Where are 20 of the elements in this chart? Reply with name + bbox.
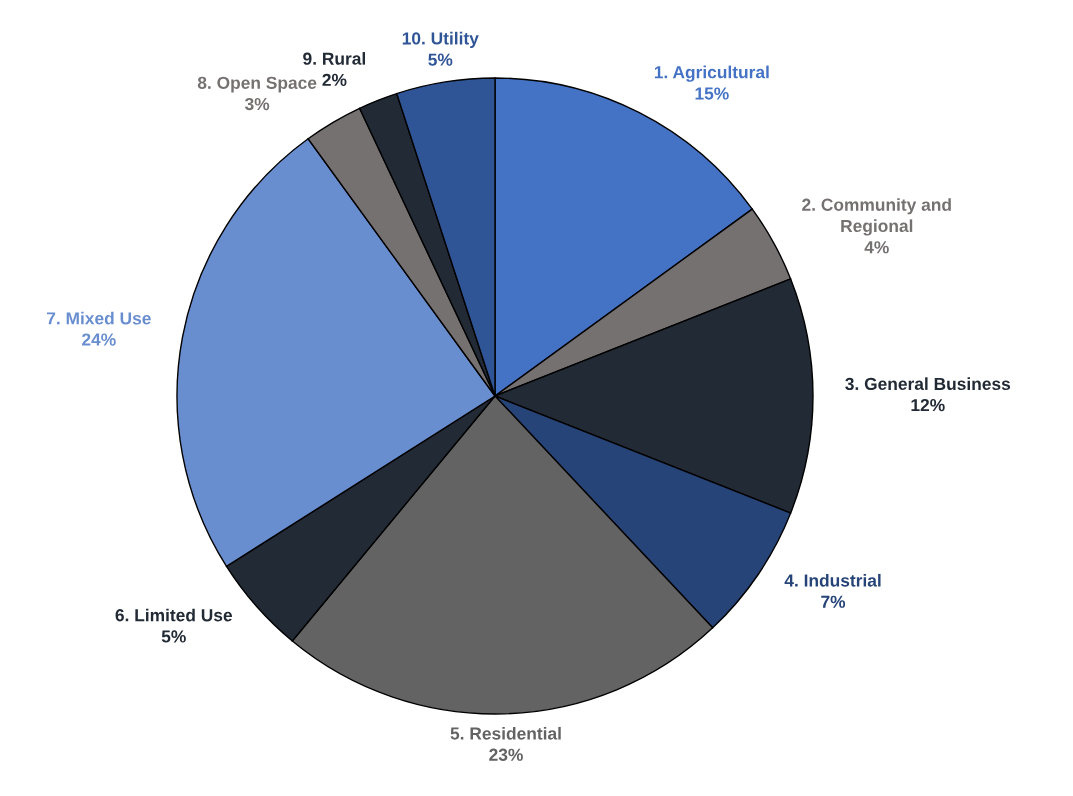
slice-label: 6. Limited Use <box>115 608 233 622</box>
slice-label: 3. General Business <box>845 377 1011 391</box>
slice-label: 9. Rural <box>303 52 365 65</box>
data-label: 2% <box>322 73 347 86</box>
slice-label: 8. Open Space <box>197 76 317 93</box>
data-label: 3% <box>244 97 270 111</box>
slice-label: 7. Mixed Use <box>46 311 151 325</box>
slice-label: 1. Agricultural <box>654 65 769 82</box>
data-label: 7% <box>821 595 846 608</box>
slice-label: 10. Utility <box>402 31 479 48</box>
slice-label: 4. Industrial <box>784 573 881 587</box>
slice-label: 5. Residential <box>450 726 561 740</box>
data-label: 5% <box>428 53 453 66</box>
data-label: 12% <box>911 398 945 412</box>
data-label: 15% <box>695 87 729 100</box>
data-label: 5% <box>161 630 186 643</box>
slice-label: 2. Community and Regional <box>802 198 951 236</box>
data-label: 23% <box>489 748 523 761</box>
data-label: 4% <box>864 241 889 254</box>
data-label: 24% <box>82 333 116 346</box>
